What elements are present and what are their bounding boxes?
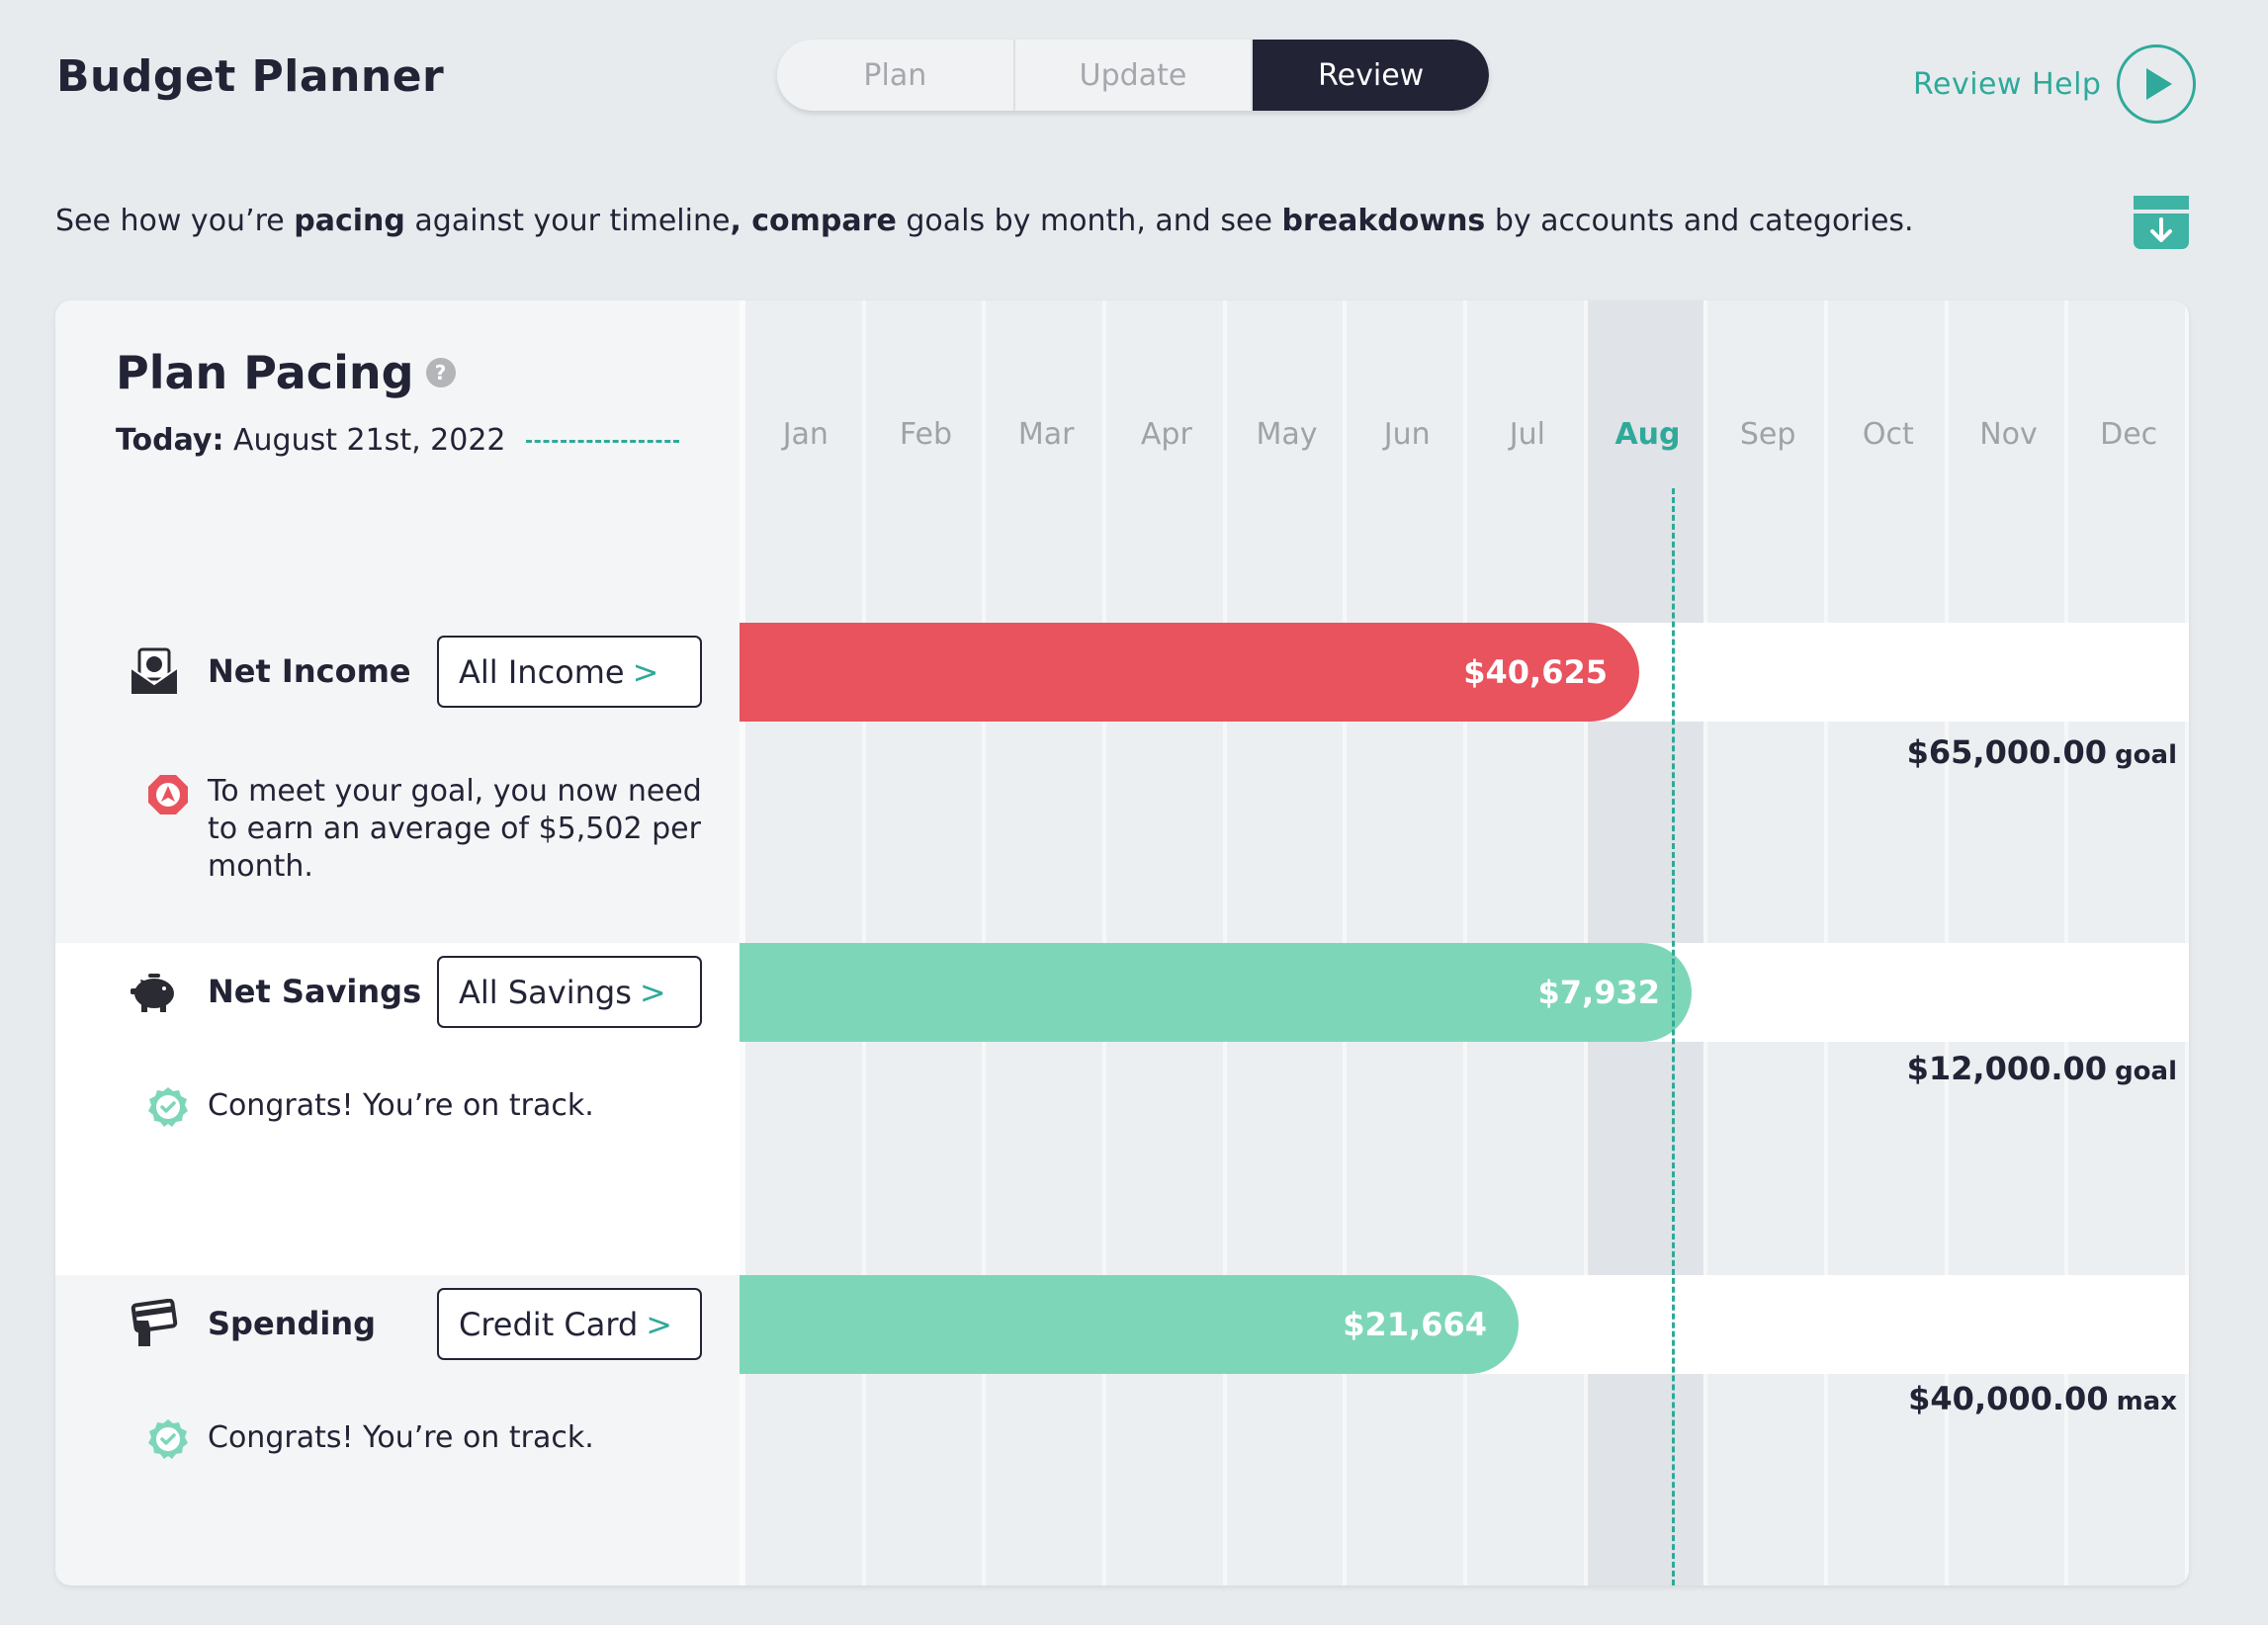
net-income-bar: $40,625 bbox=[740, 623, 1639, 722]
app-title: Budget Planner bbox=[56, 51, 445, 102]
all-savings-button[interactable]: All Savings > bbox=[437, 956, 702, 1028]
spending-message: Congrats! You’re on track. bbox=[208, 1420, 594, 1455]
month-label: Oct bbox=[1862, 417, 1914, 452]
all-income-button[interactable]: All Income > bbox=[437, 636, 702, 708]
plan-pacing-title: Plan Pacing bbox=[116, 346, 414, 399]
check-badge-icon bbox=[148, 1419, 188, 1459]
month-label: Mar bbox=[1017, 417, 1075, 452]
spending-row: $21,664 Spending Credit Card > Congrats! … bbox=[55, 1275, 2189, 1585]
net-savings-goal: $12,000.00 goal bbox=[1906, 1050, 2177, 1087]
month-label: Feb bbox=[899, 417, 953, 452]
net-income-message: To meet your goal, you now need to earn … bbox=[208, 774, 702, 884]
review-help-button[interactable]: Review Help bbox=[1913, 44, 2197, 124]
chevron-right-icon: > bbox=[646, 1305, 673, 1343]
month-label: Sep bbox=[1739, 417, 1796, 452]
net-income-row: $40,625 Net Income All Income > To meet y… bbox=[55, 623, 2189, 943]
month-label: Nov bbox=[1979, 417, 2038, 452]
net-income-goal: $65,000.00 goal bbox=[1906, 733, 2177, 771]
tab-update[interactable]: Update bbox=[1015, 40, 1254, 111]
month-label: Aug bbox=[1614, 417, 1681, 452]
income-envelope-icon bbox=[131, 647, 178, 694]
tab-review[interactable]: Review bbox=[1253, 40, 1489, 111]
spending-label: Spending bbox=[208, 1305, 376, 1342]
intro-text: See how you’re pacing against your timel… bbox=[55, 204, 1914, 238]
today-date: Today: August 21st, 2022 bbox=[116, 423, 506, 458]
download-icon bbox=[2134, 196, 2189, 242]
net-income-label: Net Income bbox=[208, 652, 411, 690]
credit-card-button[interactable]: Credit Card > bbox=[437, 1288, 702, 1360]
card-hand-icon bbox=[131, 1299, 178, 1346]
review-help-label: Review Help bbox=[1913, 66, 2102, 102]
chevron-right-icon: > bbox=[632, 652, 659, 691]
month-label: May bbox=[1256, 417, 1318, 452]
check-badge-icon bbox=[148, 1087, 188, 1127]
spending-bar: $21,664 bbox=[740, 1275, 1519, 1374]
month-label: Jan bbox=[782, 417, 829, 452]
today-legend-line bbox=[526, 440, 679, 443]
play-icon[interactable] bbox=[2117, 44, 2197, 124]
view-tabs: Plan Update Review bbox=[777, 40, 1489, 111]
month-label: Dec bbox=[2100, 417, 2158, 452]
warning-icon bbox=[148, 775, 188, 814]
net-savings-message: Congrats! You’re on track. bbox=[208, 1088, 594, 1123]
month-label: Jul bbox=[1509, 417, 1545, 452]
month-label: Jun bbox=[1383, 417, 1431, 452]
net-savings-row: $7,932 Net Savings All Savings > Congrats… bbox=[55, 943, 2189, 1275]
download-button[interactable] bbox=[2134, 196, 2189, 249]
spending-max: $40,000.00 max bbox=[1908, 1380, 2177, 1417]
plan-pacing-heading: Plan Pacing ? bbox=[116, 346, 456, 399]
tab-plan[interactable]: Plan bbox=[777, 40, 1015, 111]
piggy-bank-icon bbox=[131, 974, 174, 1012]
chevron-right-icon: > bbox=[639, 973, 666, 1011]
net-savings-label: Net Savings bbox=[208, 973, 422, 1010]
net-savings-bar: $7,932 bbox=[740, 943, 1692, 1042]
today-marker-line bbox=[1672, 488, 1675, 1585]
plan-pacing-card: Plan Pacing ? Today: August 21st, 2022 J… bbox=[55, 300, 2189, 1585]
help-question-icon[interactable]: ? bbox=[425, 358, 456, 387]
month-label: Apr bbox=[1140, 417, 1192, 452]
